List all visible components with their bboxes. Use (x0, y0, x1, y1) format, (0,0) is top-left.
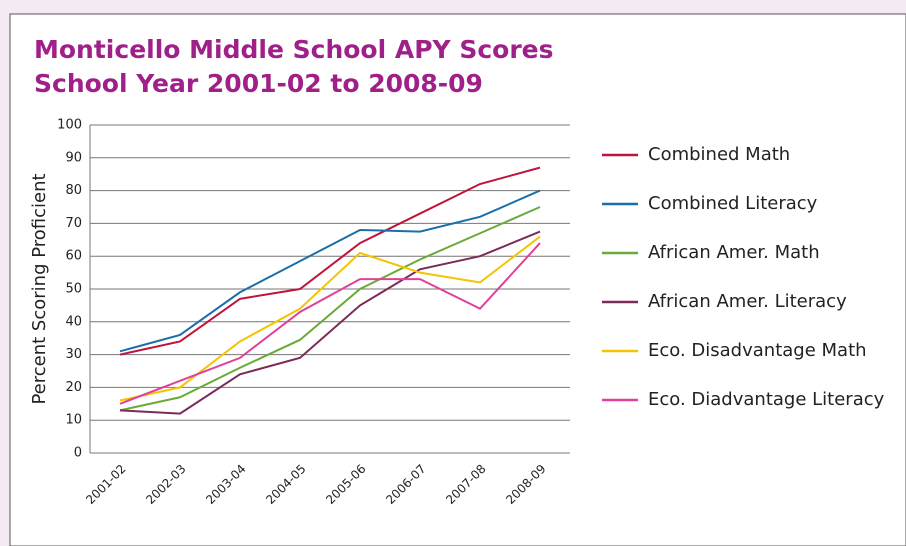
y-tick-label: 10 (65, 413, 82, 428)
legend-label: Eco. Disadvantage Math (648, 340, 867, 361)
panel (9, 13, 906, 546)
y-tick-label: 70 (65, 216, 82, 231)
series-line (119, 230, 541, 415)
series-line (119, 206, 541, 412)
y-tick-label: 0 (74, 446, 82, 461)
y-tick-label: 40 (65, 314, 82, 329)
y-tick-label: 90 (65, 150, 82, 165)
chart-title: School Year 2001-02 to 2008-09 (34, 69, 483, 98)
y-tick-label: 100 (57, 118, 82, 133)
chart-title: Monticello Middle School APY Scores (34, 35, 554, 64)
legend-label: Eco. Diadvantage Literacy (648, 389, 885, 410)
y-tick-label: 30 (65, 347, 82, 362)
series-line (119, 189, 541, 353)
y-tick-label: 80 (65, 183, 82, 198)
legend-label: Combined Math (648, 144, 790, 165)
legend-label: African Amer. Math (648, 242, 820, 263)
y-tick-label: 20 (65, 380, 82, 395)
series-line (119, 166, 541, 356)
y-tick-label: 50 (65, 282, 82, 297)
y-tick-label: 60 (65, 249, 82, 264)
legend-label: Combined Literacy (648, 193, 818, 214)
legend-label: African Amer. Literacy (648, 291, 847, 312)
y-axis-label: Percent Scoring Proficient (29, 173, 50, 404)
series-line (119, 242, 541, 405)
series-line (119, 235, 541, 402)
